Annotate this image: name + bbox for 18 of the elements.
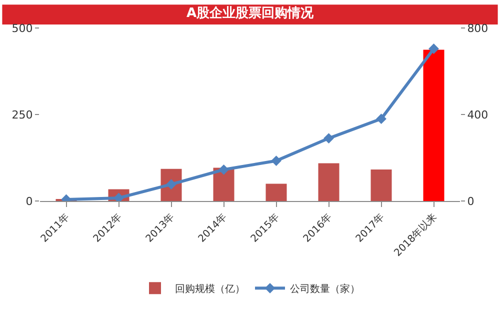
bar <box>266 184 287 201</box>
point <box>376 114 386 124</box>
bar <box>370 170 392 201</box>
y-tick-label: 500 <box>12 22 33 35</box>
point <box>428 44 439 54</box>
y-tick-label: 250 <box>12 108 33 122</box>
y-tick-label: 0 <box>26 194 33 208</box>
y2-tick-label: 0 <box>467 194 474 208</box>
y2-tick-label: 800 <box>467 22 488 35</box>
y2-tick-label: 400 <box>467 108 488 122</box>
point <box>218 164 229 175</box>
bar <box>318 163 340 201</box>
legend-label: 回购规模（亿） <box>175 283 245 296</box>
chart-title: A股企业股票回购情况 <box>186 6 315 22</box>
point <box>324 133 334 144</box>
point <box>271 156 282 166</box>
legend-label: 公司数量（家） <box>290 283 360 296</box>
bar <box>423 50 444 201</box>
